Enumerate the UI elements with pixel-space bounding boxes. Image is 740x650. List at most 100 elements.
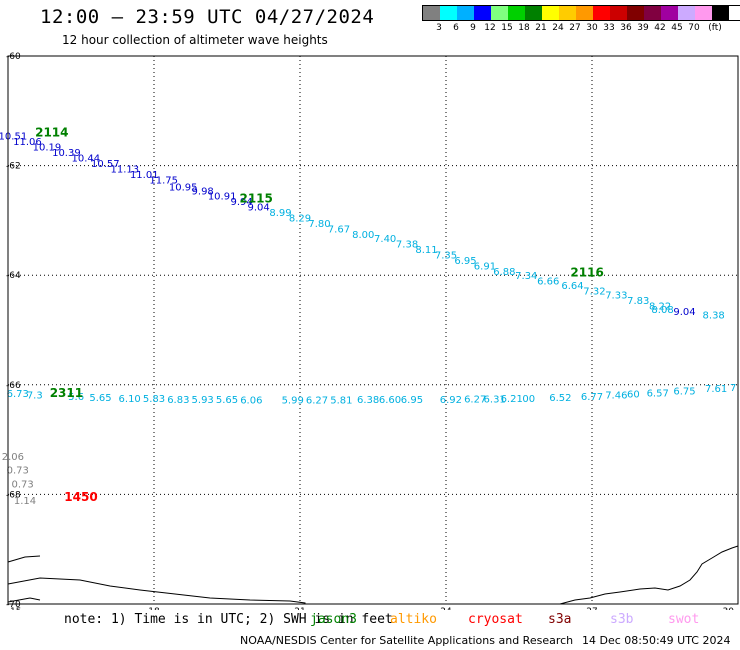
swh-value-label: 6.77 <box>581 392 603 403</box>
colorbar-swatch <box>576 6 593 20</box>
colorbar-swatch <box>695 6 712 20</box>
mission-legend-item: s3b <box>610 612 634 627</box>
swh-value-label: 10.19 <box>33 142 62 153</box>
y-tick-label: -68 <box>6 490 21 500</box>
wave-height-colorbar: 3 6 9 12 15 18 21 24 27 30 33 36 39 42 45 70 (ft) <box>422 5 740 33</box>
swh-value-label: 10.57 <box>91 159 120 170</box>
swh-value-label: 7.83 <box>627 296 649 307</box>
swh-value-label: 8.22 <box>649 301 671 312</box>
y-tick-label: -70 <box>6 600 21 610</box>
map-subtitle: 12 hour collection of altimeter wave hei… <box>62 33 328 47</box>
colorbar-label: 39 <box>637 23 649 33</box>
pass-number-label: 2116 <box>570 265 603 279</box>
y-tick-label: -62 <box>6 162 21 172</box>
swh-value-label: 10.51 <box>0 131 27 142</box>
swh-value-label: 11.75 <box>149 175 178 186</box>
colorbar-swatch <box>593 6 610 20</box>
coastline-antarctica <box>7 577 306 605</box>
colorbar-label: 33 <box>603 23 615 33</box>
coastline-east <box>559 545 739 605</box>
swh-value-label: 6.31 <box>484 395 506 406</box>
colorbar-label: 45 <box>671 23 683 33</box>
swh-value-label: 8.99 <box>269 208 291 219</box>
swh-value-label: 5.6 <box>68 392 84 403</box>
swh-value-label: 9.94 <box>230 197 252 208</box>
colorbar-swatch <box>525 6 542 20</box>
pass-number-label: 2311 <box>50 386 83 400</box>
swh-value-label: 8.29 <box>289 214 311 225</box>
colorbar-label: 18 <box>518 23 530 33</box>
colorbar-swatch <box>423 6 440 20</box>
swh-value-label: 6.57 <box>647 388 669 399</box>
x-tick-label: 21 <box>294 607 305 610</box>
colorbar-label: 9 <box>470 23 476 33</box>
coastline-ice-shelf <box>7 555 41 603</box>
swh-value-label: 7.3 <box>27 391 43 402</box>
swh-value-label: 7.34 <box>515 271 537 282</box>
x-tick-label: 15 <box>10 607 21 610</box>
swh-value-label: 10.44 <box>72 153 101 164</box>
swh-value-label: 5.83 <box>143 394 165 405</box>
swh-value-label: 6.66 <box>537 277 559 288</box>
colorbar-label: 12 <box>484 23 496 33</box>
swh-value-label: 7.46 <box>605 391 627 402</box>
swh-value-label: 10.39 <box>52 148 81 159</box>
swh-value-label: 7.40 <box>374 234 396 245</box>
pass-number-label: 2114 <box>35 126 68 140</box>
swh-value-label: 7 <box>730 383 736 394</box>
colorbar-label: 3 <box>436 23 442 33</box>
swh-value-label: 7.61 <box>705 384 727 395</box>
swh-value-label: 7.33 <box>605 290 627 301</box>
swh-value-label: 11.01 <box>130 170 159 181</box>
pass-number-label: 1450 <box>64 490 97 504</box>
swh-value-label: 00 <box>522 394 535 405</box>
y-tick-label: -66 <box>6 381 21 391</box>
colorbar-labels: 3 6 9 12 15 18 21 24 27 30 33 36 39 42 45 70 (ft) <box>422 21 740 33</box>
swh-value-label: 5.65 <box>89 393 111 404</box>
mission-legend-item: altiko <box>390 612 437 627</box>
colorbar-swatch <box>712 6 729 20</box>
swh-value-label: 5.65 <box>216 395 238 406</box>
swh-value-label: 6.52 <box>549 393 571 404</box>
colorbar-swatches <box>422 5 740 21</box>
swh-value-label: 7.80 <box>308 219 330 230</box>
y-tick-label: -60 <box>6 52 21 62</box>
colorbar-label: 70 <box>688 23 700 33</box>
swh-value-label: 6.95 <box>454 256 476 267</box>
swh-value-label: 0.73 <box>11 479 33 490</box>
colorbar-label: (ft) <box>708 23 722 33</box>
swh-value-label: 5.81 <box>330 396 352 407</box>
colorbar-swatch <box>508 6 525 20</box>
colorbar-label: 42 <box>654 23 666 33</box>
colorbar-swatch <box>457 6 474 20</box>
colorbar-label: 24 <box>552 23 564 33</box>
colorbar-swatch <box>440 6 457 20</box>
swh-value-label: 9.98 <box>192 186 214 197</box>
colorbar-swatch <box>542 6 559 20</box>
x-tick-label: 24 <box>440 607 452 610</box>
map-axis-ticks: 15 18 21 24 27 30 -60 -62 -64 -66 -68 -70 <box>6 52 734 610</box>
mission-legend-item: cryosat <box>468 612 523 627</box>
swh-value-label: 6.75 <box>673 386 695 397</box>
colorbar-label: 6 <box>453 23 459 33</box>
mission-legend-item: s3a <box>548 612 572 627</box>
swh-value-label: 8.38 <box>703 311 725 322</box>
colorbar-label: 30 <box>586 23 598 33</box>
swh-value-label: 9.04 <box>673 307 695 318</box>
swh-value-label: 6.06 <box>240 396 262 407</box>
x-tick-label: 18 <box>148 607 160 610</box>
swh-value-label: 2.06 <box>2 452 24 463</box>
swh-value-label: 6.91 <box>474 261 496 272</box>
colorbar-swatch <box>610 6 627 20</box>
pass-number-label: 2115 <box>239 191 272 205</box>
swh-value-label: 6.88 <box>493 267 515 278</box>
swh-value-label: 6.27 <box>306 396 328 407</box>
map-grid <box>8 56 738 604</box>
y-tick-label: -64 <box>6 271 21 281</box>
swh-value-label: 6.60 <box>379 395 401 406</box>
swh-value-label: 6.64 <box>561 281 583 292</box>
swh-value-label: 6.27 <box>464 395 486 406</box>
colorbar-label: 36 <box>620 23 632 33</box>
swh-value-label: 8.08 <box>651 305 673 316</box>
swh-value-label: 7.32 <box>583 287 605 298</box>
